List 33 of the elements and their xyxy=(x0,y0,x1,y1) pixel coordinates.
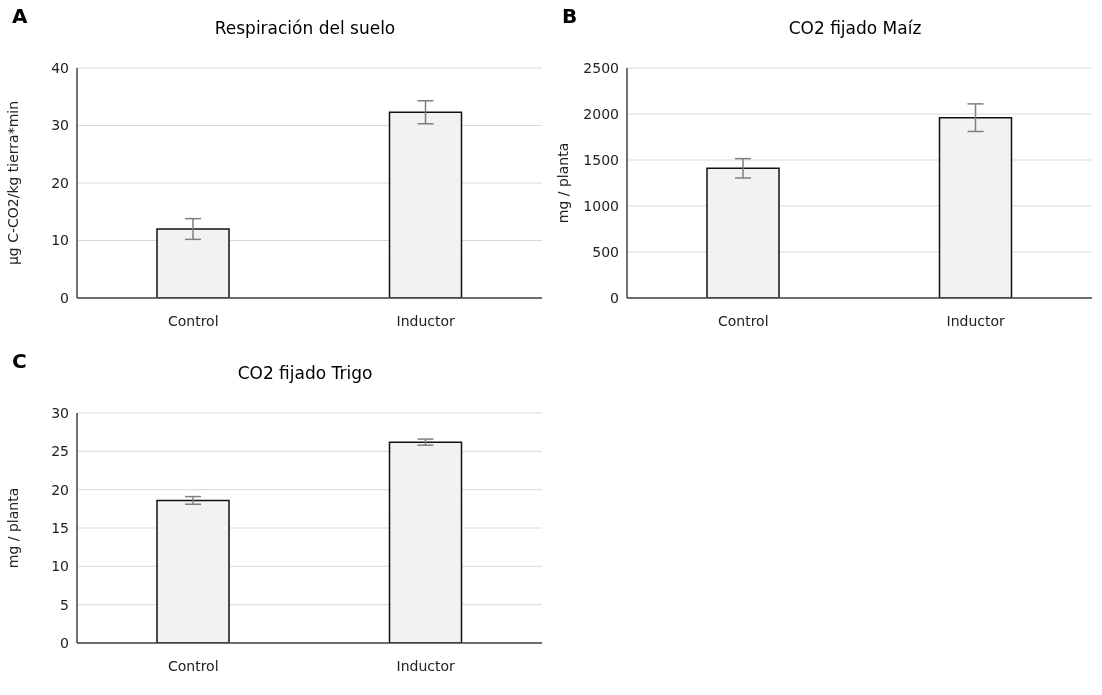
y-tick-label: 10 xyxy=(51,232,69,249)
chart-title: CO2 fijado Trigo xyxy=(236,363,374,383)
text: B xyxy=(562,4,578,28)
chart-title: CO2 fijado Maíz xyxy=(787,18,923,38)
y-tick-label: 2000 xyxy=(583,105,619,122)
y-tick-label: 500 xyxy=(592,243,619,260)
y-axis-title: mg / planta xyxy=(4,487,21,569)
text: A xyxy=(12,4,28,28)
y-tick-label: 30 xyxy=(51,404,69,421)
y-tick-label: 20 xyxy=(51,174,69,191)
x-tick-label: Control xyxy=(167,312,219,329)
y-tick-label: 20 xyxy=(51,481,69,498)
y-tick-label: 1000 xyxy=(583,197,619,214)
y-axis-title: µg C-CO2/kg tierra*min xyxy=(4,100,21,266)
x-tick-label: Inductor xyxy=(946,312,1006,329)
x-tick-label: Control xyxy=(717,312,769,329)
y-axis-title: mg / planta xyxy=(554,142,571,224)
y-tick-label: 2500 xyxy=(583,59,619,76)
y-tick-label: 40 xyxy=(51,59,69,76)
text: C xyxy=(12,349,27,373)
y-tick-label: 25 xyxy=(51,443,69,460)
y-tick-label: 0 xyxy=(60,289,69,306)
y-tick-label: 0 xyxy=(610,289,619,306)
x-tick-label: Inductor xyxy=(396,312,456,329)
y-tick-label: 5 xyxy=(60,596,69,613)
y-tick-label: 0 xyxy=(60,634,69,651)
x-tick-label: Inductor xyxy=(396,657,456,674)
y-tick-label: 10 xyxy=(51,558,69,575)
y-tick-label: 1500 xyxy=(583,151,619,168)
chart-title: Respiración del suelo xyxy=(213,18,397,38)
y-tick-label: 15 xyxy=(51,519,69,536)
y-tick-label: 30 xyxy=(51,117,69,134)
x-tick-label: Control xyxy=(167,657,219,674)
